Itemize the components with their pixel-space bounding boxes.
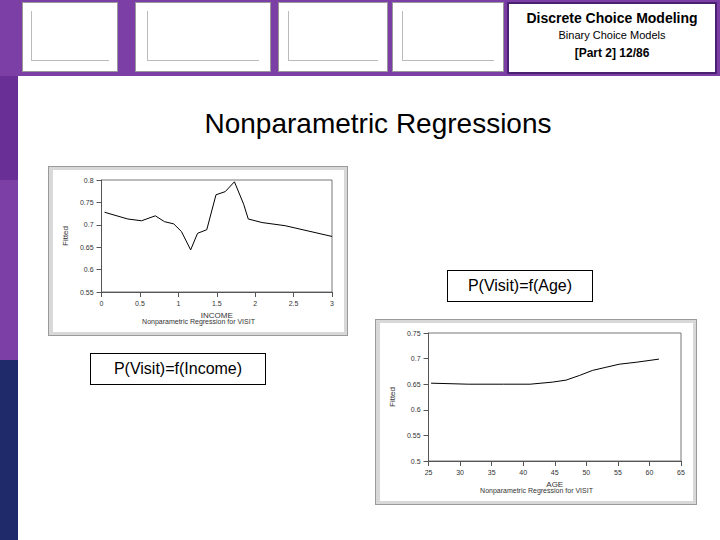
svg-text:0: 0: [100, 300, 104, 307]
svg-text:3: 3: [330, 300, 334, 307]
svg-text:0.5: 0.5: [411, 458, 421, 465]
svg-text:Nonparametric Regression for V: Nonparametric Regression for VISIT: [480, 487, 594, 495]
svg-text:0.6: 0.6: [84, 266, 94, 273]
svg-text:0.7: 0.7: [411, 355, 421, 362]
svg-text:0.55: 0.55: [80, 289, 94, 296]
svg-text:65: 65: [677, 469, 685, 476]
svg-text:0.75: 0.75: [80, 199, 94, 206]
html-text:Binary Choice Models: Binary Choice Models: [558, 29, 666, 41]
html-text:Discrete Choice Modeling: Discrete Choice Modeling: [526, 10, 698, 26]
svg-text:55: 55: [614, 469, 622, 476]
html-text:Nonparametric Regressions: Nonparametric Regressions: [204, 108, 552, 139]
svg-text:60: 60: [646, 469, 654, 476]
svg-text:2.5: 2.5: [289, 300, 299, 307]
svg-text:Nonparametric Regression for V: Nonparametric Regression for VISIT: [142, 318, 256, 326]
svg-text:0.75: 0.75: [407, 330, 421, 337]
svg-text:1.5: 1.5: [212, 300, 222, 307]
svg-text:0.8: 0.8: [84, 177, 94, 184]
html-text:P(Visit)=f(Income): P(Visit)=f(Income): [113, 360, 243, 377]
svg-text:INCOME: INCOME: [200, 311, 233, 321]
svg-text:0.65: 0.65: [80, 244, 94, 251]
svg-text:40: 40: [519, 469, 527, 476]
svg-text:30: 30: [456, 469, 464, 476]
svg-text:1: 1: [176, 300, 180, 307]
svg-text:35: 35: [488, 469, 496, 476]
svg-text:Fitted: Fitted: [388, 387, 397, 407]
svg-text:Fitted: Fitted: [61, 226, 70, 246]
svg-text:50: 50: [582, 469, 590, 476]
svg-text:25: 25: [425, 469, 433, 476]
svg-text:0.65: 0.65: [407, 381, 421, 388]
svg-text:AGE: AGE: [546, 480, 564, 490]
html-text:P(Visit)=f(Age): P(Visit)=f(Age): [467, 277, 573, 294]
svg-text:2: 2: [253, 300, 257, 307]
svg-text:0.5: 0.5: [135, 300, 145, 307]
svg-text:45: 45: [551, 469, 559, 476]
svg-text:0.55: 0.55: [407, 432, 421, 439]
svg-text:0.7: 0.7: [84, 221, 94, 228]
svg-text:0.6: 0.6: [411, 406, 421, 413]
html-text:[Part 2] 12/86: [Part 2] 12/86: [574, 46, 650, 60]
